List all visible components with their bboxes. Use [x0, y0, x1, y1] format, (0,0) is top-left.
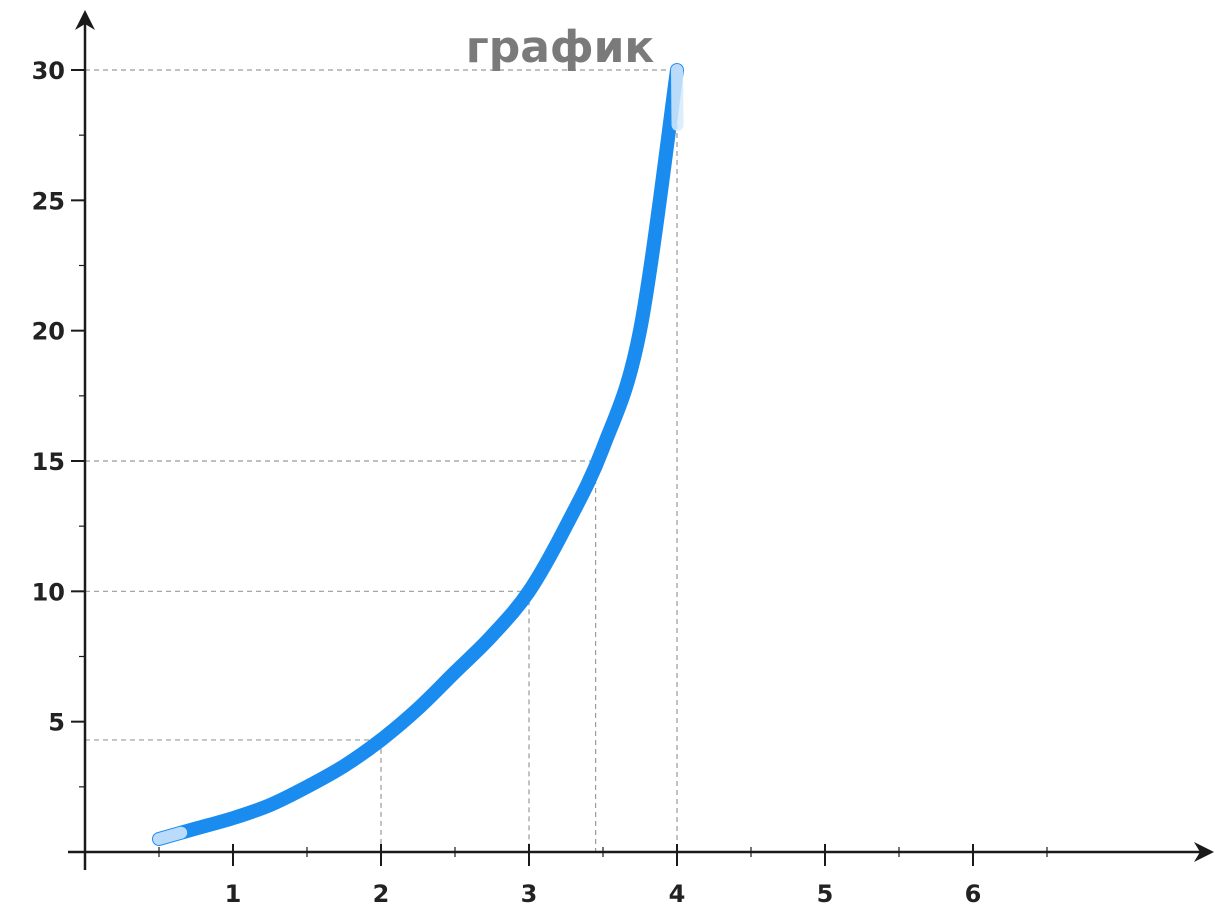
ticks: 1 2 3 4 5 6 5 10 15 20 25 30: [32, 57, 1048, 908]
series-line: [152, 63, 684, 846]
y-tick-label: 20: [32, 318, 65, 346]
x-tick-label: 5: [817, 880, 834, 908]
y-tick-label: 5: [48, 709, 65, 737]
y-tick-label: 10: [32, 578, 65, 606]
x-tick-label: 6: [965, 880, 982, 908]
series: [152, 63, 684, 846]
y-tick-label: 30: [32, 57, 65, 85]
y-tick-label: 25: [32, 187, 65, 215]
x-tick-label: 2: [373, 880, 390, 908]
chart-title: график: [466, 22, 655, 73]
y-tick-label: 15: [32, 448, 65, 476]
x-tick-label: 4: [669, 880, 686, 908]
axes: [68, 10, 1214, 870]
guide-lines: [85, 69, 678, 852]
x-tick-label: 3: [521, 880, 538, 908]
x-tick-label: 1: [225, 880, 242, 908]
series-line-start-highlight: [153, 826, 188, 845]
series-line-end-highlight: [671, 64, 684, 131]
